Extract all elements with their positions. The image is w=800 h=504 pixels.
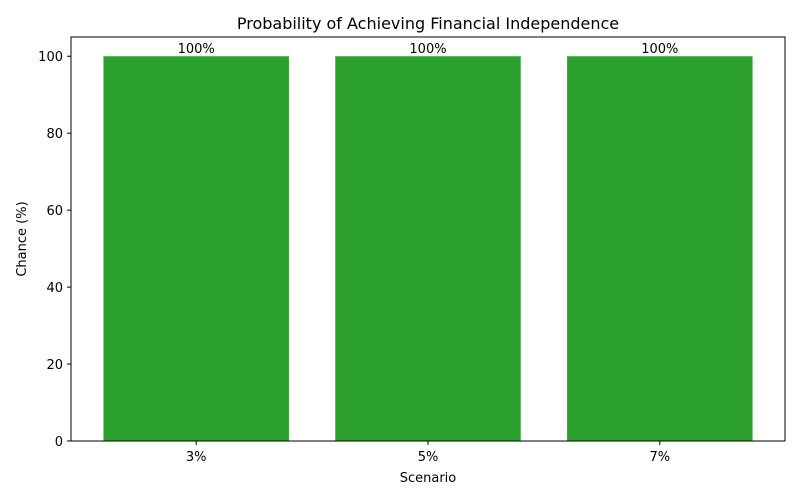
x-axis-label: Scenario [400, 471, 457, 486]
bar-7% [567, 56, 753, 441]
data-label: 100% [409, 42, 446, 57]
x-tick-label: 5% [418, 450, 439, 465]
y-tick-label: 0 [55, 435, 63, 450]
bar-5% [335, 56, 521, 441]
chart-title: Probability of Achieving Financial Indep… [237, 14, 619, 33]
y-tick-label: 40 [46, 281, 63, 296]
data-label: 100% [641, 42, 678, 57]
plot-frame [70, 36, 786, 442]
y-tick-label: 100 [38, 50, 63, 65]
x-tick-label: 7% [650, 450, 671, 465]
y-tick-label: 20 [46, 358, 63, 373]
data-label: 100% [178, 42, 215, 57]
bar-3% [103, 56, 289, 441]
y-tick-label: 80 [46, 127, 63, 142]
y-tick-label: 60 [46, 204, 63, 219]
y-axis-label: Chance (%) [15, 201, 30, 276]
x-tick-label: 3% [186, 450, 207, 465]
